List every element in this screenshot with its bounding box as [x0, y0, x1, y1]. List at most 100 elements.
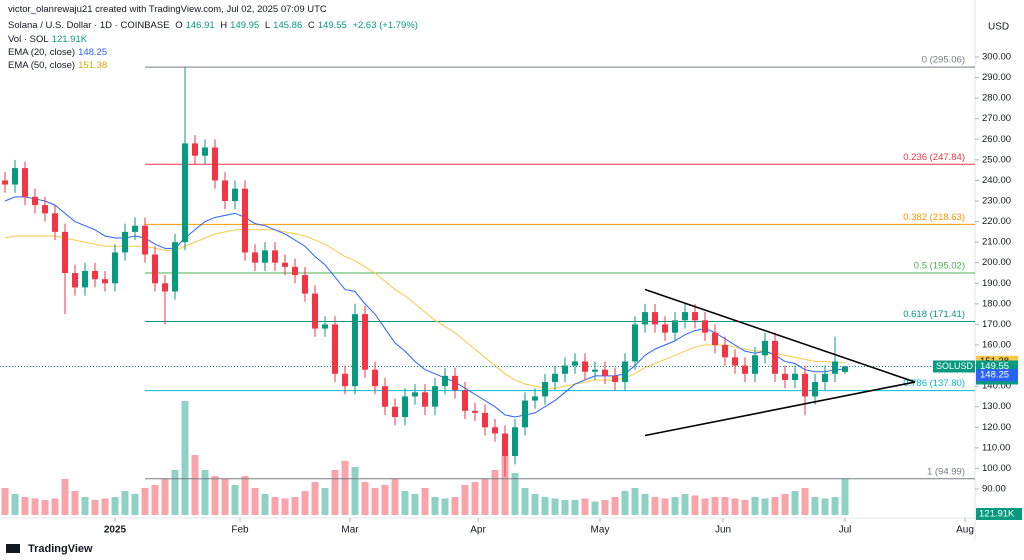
volume-bar: [401, 491, 409, 515]
ema20-badge-bg: [976, 369, 1018, 382]
fib-label: 1 (94.99): [927, 466, 965, 477]
ema20-badge: 148.25: [980, 370, 1009, 381]
candle-body: [792, 373, 798, 380]
candle-body: [502, 433, 508, 457]
volume-bar: [221, 479, 229, 515]
volume-bar: [271, 497, 279, 515]
candle-body: [62, 231, 68, 273]
x-tick-label: Feb: [231, 525, 249, 536]
fib-label: 0.618 (171.41): [903, 309, 965, 320]
volume-bar: [721, 497, 729, 515]
volume-bar: [41, 500, 49, 515]
ema50-line: [4, 229, 846, 389]
fib-label: 0.236 (247.84): [903, 152, 965, 163]
candle-body: [432, 386, 438, 407]
volume-bar: [561, 500, 569, 515]
y-tick-label: 120.00: [982, 422, 1011, 433]
candle-body: [182, 143, 188, 243]
volume-bar: [301, 491, 309, 515]
volume-bar: [251, 488, 259, 515]
y-tick-label: 280.00: [982, 93, 1011, 104]
ema20-legend: EMA (20, close) 148.25: [8, 47, 110, 58]
volume-bar: [181, 401, 189, 515]
candle-body: [452, 375, 458, 391]
y-tick-label: 300.00: [982, 52, 1011, 63]
candle-body: [762, 340, 768, 356]
volume-bar: [91, 500, 99, 515]
candle-body: [242, 188, 248, 253]
volume-bar: [11, 494, 19, 515]
y-tick-label: 140.00: [982, 381, 1011, 392]
volume-bar: [501, 455, 509, 515]
ema50-value: 151.38: [78, 60, 108, 71]
volume-bar: [751, 497, 759, 515]
candle-body: [642, 312, 648, 325]
x-tick-label: May: [591, 525, 610, 536]
change: +2.63 (+1.79%): [352, 20, 418, 31]
volume-bar: [281, 498, 289, 515]
candle-body: [12, 168, 18, 185]
candle-body: [82, 270, 88, 288]
candle-body: [622, 361, 628, 383]
brand-logo: [6, 544, 20, 553]
candle-body: [192, 143, 198, 156]
volume-badge: 121.91K: [979, 509, 1015, 520]
volume-bar: [651, 497, 659, 515]
candle-body: [532, 396, 538, 401]
volume-bar: [621, 491, 629, 515]
candle-body: [212, 147, 218, 181]
candle-body: [362, 314, 368, 370]
volume-bar: [761, 498, 769, 515]
x-tick-label: 2025: [104, 525, 127, 536]
candle-body: [2, 180, 8, 185]
volume-bar: [111, 497, 119, 515]
volume-bar: [171, 470, 179, 515]
candle-body: [512, 427, 518, 457]
y-tick-label: 170.00: [982, 319, 1011, 330]
y-tick-label: 180.00: [982, 298, 1011, 309]
y-tick-label: 250.00: [982, 154, 1011, 165]
volume-bar: [691, 495, 699, 515]
candle-body: [132, 225, 138, 232]
candle-body: [122, 231, 128, 253]
candle-body: [602, 369, 608, 376]
candle-body: [772, 340, 778, 374]
candle-body: [332, 324, 338, 374]
volume-bar: [311, 482, 319, 515]
candle-body: [522, 400, 528, 428]
ema50-legend: EMA (50, close) 151.38: [8, 60, 110, 71]
volume-bar: [151, 485, 159, 515]
candle-body: [142, 225, 148, 255]
candle-body: [542, 382, 548, 397]
y-tick-label: 160.00: [982, 340, 1011, 351]
volume-bar: [831, 497, 839, 515]
ohlc-l: 145.86: [273, 20, 303, 31]
candle-body: [812, 382, 818, 397]
volume-bar: [211, 476, 219, 515]
y-tick-label: 90.00: [982, 484, 1006, 495]
volume-bar: [511, 473, 519, 515]
volume-bar: [571, 500, 579, 515]
ema20-label: EMA (20, close): [8, 47, 76, 58]
candle-body: [492, 427, 498, 434]
candle-body: [52, 213, 58, 232]
trendline: [644, 381, 916, 437]
volume-bar: [101, 498, 109, 515]
volume-bar: [531, 494, 539, 515]
volume-bar: [701, 498, 709, 515]
candle-body: [172, 242, 178, 292]
volume-bar: [411, 494, 419, 515]
volume-bar: [541, 497, 549, 515]
y-tick-label: 200.00: [982, 257, 1011, 268]
candle-body: [552, 373, 558, 383]
y-tick-label: 210.00: [982, 237, 1011, 248]
volume-bar: [471, 482, 479, 515]
candle-body: [202, 147, 208, 156]
candle-body: [462, 390, 468, 411]
volume-bar: [381, 485, 389, 515]
y-tick-label: 130.00: [982, 401, 1011, 412]
candle-body: [472, 410, 478, 413]
y-tick-label: 260.00: [982, 134, 1011, 145]
candle-body: [692, 312, 698, 321]
